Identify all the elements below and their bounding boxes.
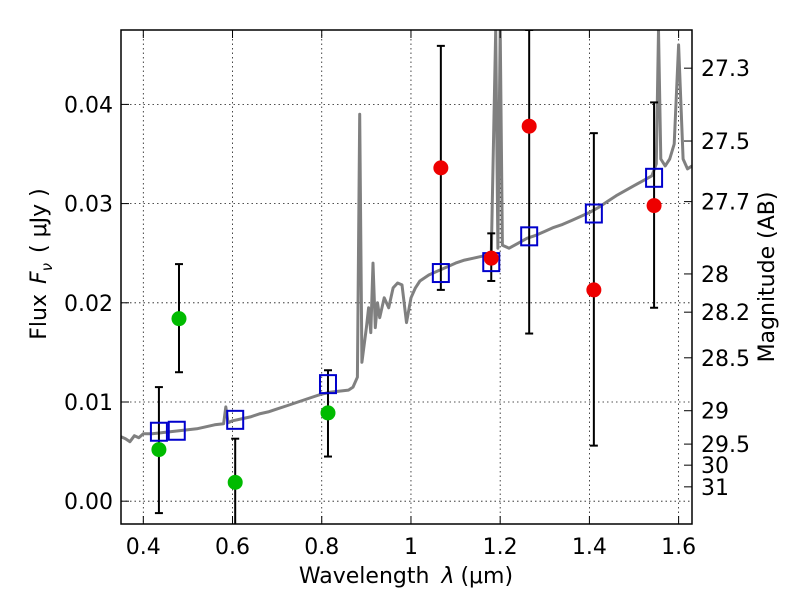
model-photometry-square — [520, 226, 539, 247]
magnitude-tick-label: 29 — [701, 400, 729, 425]
magnitude-tick-label: 27.3 — [701, 57, 750, 82]
model-photometry-square — [226, 409, 245, 430]
photometry-point — [320, 405, 336, 421]
model-photometry-layer — [149, 167, 664, 442]
model-photometry-square — [167, 420, 186, 441]
y-tick-label: 0.04 — [64, 93, 113, 118]
model-photometry-square — [584, 203, 603, 224]
magnitude-tick-label: 27.7 — [701, 191, 750, 216]
photometry-point — [483, 250, 499, 266]
magnitude-tick-label: 29.5 — [701, 433, 750, 458]
model-photometry-square — [431, 263, 450, 284]
photometry-point — [646, 198, 662, 214]
spectrum-layer — [121, 30, 692, 444]
y-tick-label: 0.02 — [64, 292, 113, 317]
data-points-layer — [151, 118, 662, 490]
x-axis-label: Wavelength λ (μm) — [299, 564, 513, 589]
model-photometry-square — [645, 167, 664, 188]
y-axis-label: FluxFν( μJy ) — [27, 188, 56, 339]
y-tick-label: 0.01 — [64, 391, 113, 416]
y-tick-label: 0.03 — [64, 193, 113, 218]
x-tick-label: 1.4 — [572, 535, 607, 560]
magnitude-tick-label: 28.2 — [701, 301, 750, 326]
magnitude-tick-label: 28.5 — [701, 347, 750, 372]
model-photometry-square — [318, 374, 337, 395]
x-axis-ticks: 0.4 0.6 0.8 1 1.2 1.4 1.6 — [126, 30, 696, 560]
spectrum-line — [121, 30, 692, 444]
model-photometry-square — [149, 421, 168, 442]
photometry-point — [227, 474, 243, 490]
x-tick-label: 0.8 — [304, 535, 339, 560]
magnitude-tick-label: 28 — [701, 263, 729, 288]
photometry-point — [151, 442, 167, 458]
magnitude-tick-label: 27.5 — [701, 130, 750, 155]
x-tick-label: 0.4 — [126, 535, 161, 560]
x-tick-label: 1 — [404, 535, 418, 560]
y-axis-ticks: 0.00 0.01 0.02 0.03 0.04 — [64, 93, 129, 515]
x-tick-label: 0.6 — [215, 535, 250, 560]
magnitude-axis-label: Magnitude (AB) — [755, 192, 780, 363]
photometry-point — [433, 160, 449, 176]
x-tick-label: 1.2 — [483, 535, 518, 560]
y-tick-label: 0.00 — [64, 490, 113, 515]
plot-frame — [120, 29, 693, 525]
photometry-point — [521, 118, 537, 134]
photometry-point — [586, 282, 602, 298]
magnitude-tick-label: 30 — [701, 454, 729, 479]
x-tick-label: 1.6 — [661, 535, 696, 560]
photometry-point — [171, 311, 187, 327]
magnitude-tick-label: 31 — [701, 476, 729, 501]
